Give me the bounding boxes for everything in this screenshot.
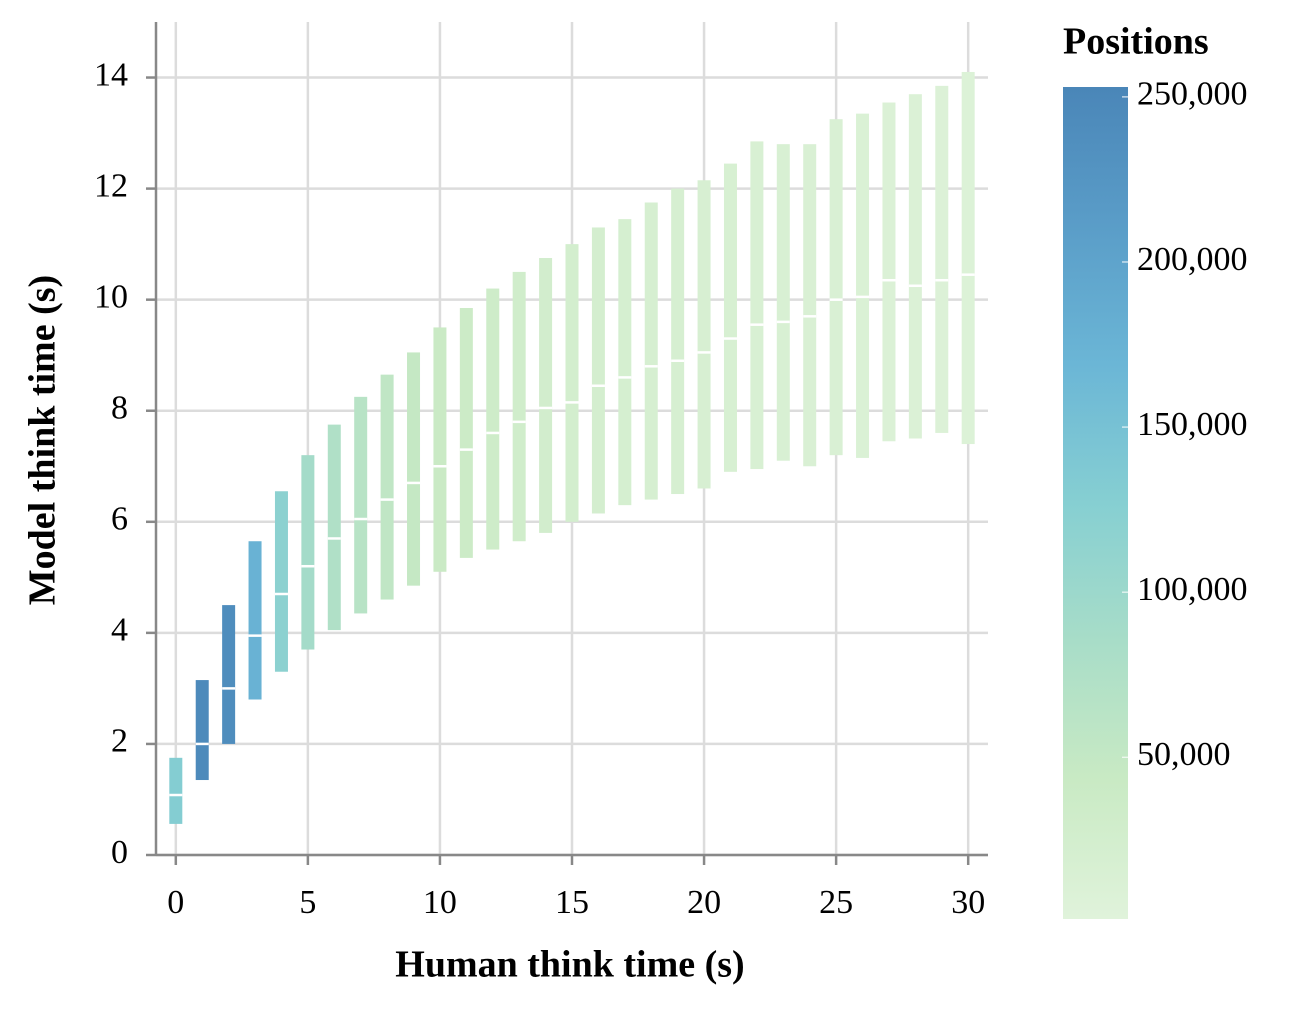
- y-tick-label: 4: [111, 612, 128, 649]
- range-bar: [539, 258, 553, 533]
- colorbar-title: Positions: [1063, 21, 1209, 63]
- range-bar: [459, 307, 473, 558]
- range-bar: [908, 94, 922, 439]
- range-bar: [248, 541, 262, 700]
- range-bar: [222, 605, 236, 744]
- x-axis-label: Human think time (s): [395, 944, 744, 986]
- range-bar: [935, 85, 949, 433]
- colorbar-tick-label: 150,000: [1137, 406, 1248, 443]
- range-bar: [407, 352, 421, 586]
- y-tick-label: 10: [94, 278, 128, 315]
- range-bar: [565, 244, 579, 522]
- range-bar: [591, 227, 605, 514]
- y-tick-label: 8: [111, 390, 128, 427]
- range-bar: [882, 102, 896, 442]
- range-bar: [195, 680, 209, 781]
- range-bar: [380, 374, 394, 600]
- y-tick-label: 2: [111, 723, 128, 760]
- range-bar: [169, 757, 183, 824]
- colorbar-tick-label: 100,000: [1137, 571, 1248, 608]
- x-tick-label: 15: [555, 884, 589, 921]
- x-tick-label: 25: [819, 884, 853, 921]
- x-tick-label: 10: [423, 884, 457, 921]
- range-bar: [327, 424, 341, 631]
- y-tick-label: 6: [111, 501, 128, 538]
- x-tick-label: 30: [951, 884, 985, 921]
- colorbar-tick-label: 200,000: [1137, 241, 1248, 278]
- y-tick-label: 12: [94, 167, 128, 204]
- range-bar: [486, 288, 500, 550]
- x-tick-label: 20: [687, 884, 721, 921]
- range-bar: [776, 144, 790, 461]
- colorbar-tick-label: 50,000: [1137, 736, 1231, 773]
- y-tick-label: 0: [111, 834, 128, 871]
- y-tick-label: 14: [94, 56, 128, 93]
- range-bar: [723, 163, 737, 472]
- colorbar-tick-label: 250,000: [1137, 76, 1248, 113]
- range-bar: [856, 113, 870, 458]
- range-bar: [433, 327, 447, 572]
- range-bar: [697, 180, 711, 489]
- range-bar: [829, 119, 843, 456]
- range-bar: [354, 396, 368, 614]
- range-bar: [671, 188, 685, 495]
- range-bar: [301, 455, 315, 650]
- range-bar: [618, 219, 632, 506]
- range-bar: [803, 144, 817, 467]
- range-bar: [512, 271, 526, 542]
- y-axis-label: Model think time (s): [22, 275, 64, 605]
- x-tick-label: 5: [299, 884, 316, 921]
- colorbar: [1063, 87, 1128, 919]
- range-bar: [644, 202, 658, 500]
- range-bar: [750, 141, 764, 470]
- x-tick-label: 0: [167, 884, 184, 921]
- range-bar: [961, 71, 975, 445]
- range-bar: [274, 491, 288, 672]
